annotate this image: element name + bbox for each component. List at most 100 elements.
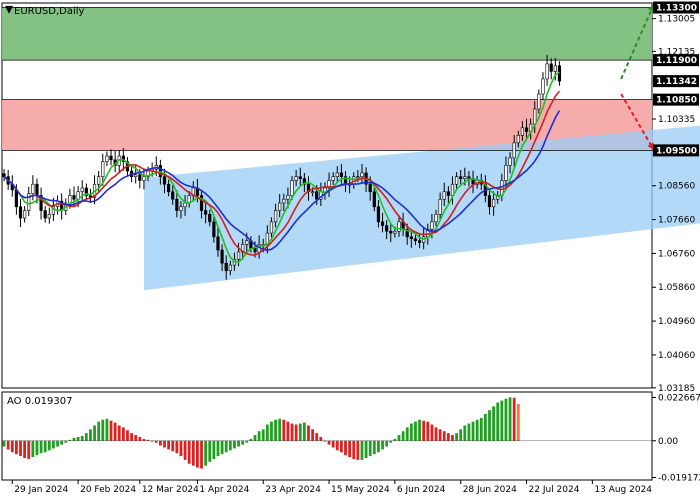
candle-body [282, 198, 286, 204]
candle-body [327, 180, 331, 189]
oscillator-bar [60, 440, 64, 445]
oscillator-tick-label: -0.019172 [658, 473, 700, 483]
price-tick-label: 1.04060 [658, 351, 695, 361]
oscillator-bar [265, 424, 269, 441]
candle-body [43, 210, 47, 219]
oscillator-bar [442, 431, 446, 441]
candle-body [121, 155, 125, 162]
candle-body [224, 262, 228, 271]
oscillator-bar [409, 423, 413, 441]
candle-body [376, 206, 381, 223]
price-level-tag [653, 54, 699, 67]
candle-body [463, 176, 467, 179]
candle-body [487, 195, 492, 208]
oscillator-bar [27, 440, 31, 459]
oscillator-bar [39, 440, 43, 454]
oscillator-bar [516, 403, 520, 441]
candle-body [380, 221, 385, 226]
oscillator-bar [208, 440, 212, 462]
candle-body [516, 135, 520, 144]
candle-body [286, 195, 290, 200]
oscillator-bar [483, 414, 487, 441]
oscillator-bar [97, 421, 101, 441]
candle-body [393, 230, 397, 234]
oscillator-bar [64, 440, 68, 443]
oscillator-bar [56, 440, 59, 447]
trend-channel [143, 125, 700, 291]
price-tick-label: 1.05860 [658, 283, 695, 293]
oscillator-bar [508, 397, 512, 441]
candle-body [311, 191, 315, 194]
candle-body [142, 176, 146, 181]
oscillator-bar [344, 440, 347, 456]
chart-title: EURUSD,Daily [14, 6, 85, 17]
oscillator-bar [323, 440, 327, 442]
price-tick-label: 1.12135 [658, 47, 695, 57]
candle-body [545, 63, 549, 80]
candle-body [208, 213, 212, 223]
oscillator-bar [196, 440, 199, 468]
candle-body [199, 195, 204, 211]
candle-body [533, 108, 537, 125]
oscillator-bar [237, 440, 240, 447]
oscillator-bar [117, 425, 121, 441]
price-level-tag [653, 1, 699, 14]
oscillator-bar [339, 440, 343, 453]
oscillator-bar [10, 440, 14, 453]
candle-body [212, 221, 216, 238]
oscillator-bar [278, 418, 282, 441]
oscillator-bar [356, 440, 360, 460]
price-level-tag [653, 93, 699, 106]
candle-body [80, 187, 84, 193]
candle-body [331, 176, 335, 181]
oscillator-bar [364, 440, 368, 458]
oscillator-bar [418, 419, 421, 441]
candle-body [175, 198, 179, 211]
oscillator-bar [84, 433, 88, 441]
oscillator-bar [47, 440, 51, 451]
oscillator-bar [6, 440, 10, 450]
candle-body [138, 174, 142, 181]
oscillator-bar [504, 398, 508, 441]
oscillator-bar [385, 440, 389, 447]
candle-body [216, 236, 220, 251]
candle-body [179, 206, 183, 211]
oscillator-bar [35, 440, 39, 456]
oscillator-bar [397, 435, 401, 441]
oscillator-bar [101, 419, 105, 441]
oscillator-bar [224, 440, 228, 453]
oscillator-bar [307, 425, 310, 441]
oscillator-tick-label: 0.022667 [658, 393, 700, 403]
candle-body [183, 202, 187, 208]
oscillator-bar [389, 440, 393, 443]
oscillator-bar [455, 433, 458, 441]
oscillator-bar [372, 440, 376, 455]
price-tick-label: 1.04960 [658, 317, 695, 327]
oscillator-bar [393, 438, 397, 441]
oscillator-bar [368, 440, 372, 457]
candle-body [204, 210, 208, 215]
oscillator-bar [315, 433, 319, 441]
oscillator-bar [146, 439, 150, 441]
price-level-tag-label: 1.11342 [656, 77, 697, 87]
oscillator-bar [488, 410, 491, 441]
oscillator-bar [327, 440, 331, 445]
candle-body [105, 155, 109, 162]
candle-body [290, 180, 294, 196]
oscillator-bar [158, 440, 162, 446]
oscillator-bar [290, 423, 294, 441]
oscillator-bar [233, 440, 236, 449]
oscillator-bar [360, 440, 364, 460]
oscillator-bar [23, 440, 27, 458]
candle-body [504, 165, 508, 181]
candle-body [397, 221, 401, 232]
candle-body [417, 240, 422, 243]
candle-body [269, 221, 274, 234]
candle-body [109, 155, 113, 161]
oscillator-bar [72, 437, 76, 441]
candle-body [27, 193, 31, 211]
oscillator-bar [298, 423, 302, 441]
price-level-tag [653, 144, 699, 157]
oscillator-bar [105, 418, 109, 441]
